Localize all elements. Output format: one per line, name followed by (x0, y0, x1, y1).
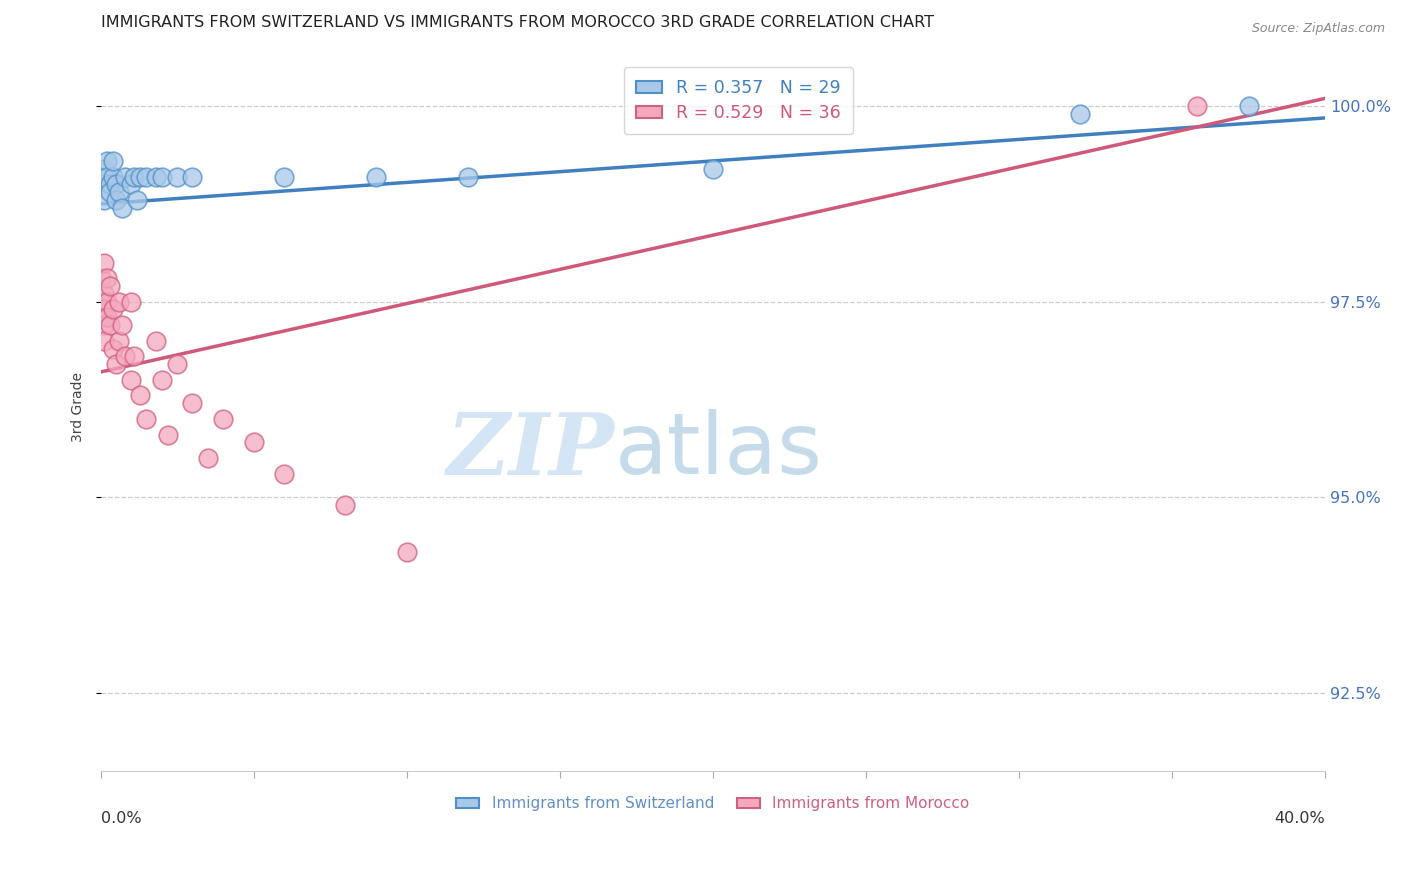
Point (108, 185, 131, 199)
Point (145, 169, 167, 184)
Point (98, 178, 121, 192)
Point (129, 388, 152, 402)
Point (93, 318, 115, 332)
Point (96, 169, 118, 184)
Text: 40.0%: 40.0% (1274, 811, 1324, 826)
Point (135, 412, 157, 426)
Point (242, 435, 264, 450)
Point (150, 169, 173, 184)
Point (181, 169, 204, 184)
Point (101, 342, 124, 356)
Point (111, 318, 134, 332)
Point (122, 169, 145, 184)
Point (96, 310, 118, 325)
Text: atlas: atlas (614, 409, 823, 492)
Point (212, 412, 235, 426)
Point (111, 201, 134, 215)
Point (93, 161, 115, 176)
Point (166, 169, 188, 184)
Point (96, 271, 118, 285)
Point (120, 294, 142, 309)
Point (93, 193, 115, 207)
Point (98, 279, 121, 293)
Point (702, 161, 724, 176)
Point (93, 286, 115, 301)
Point (273, 169, 295, 184)
Point (96, 294, 118, 309)
Point (93, 334, 115, 348)
Point (98, 318, 121, 332)
Text: ZIP: ZIP (447, 409, 614, 492)
Point (197, 450, 219, 465)
Point (101, 169, 124, 184)
Point (89, 271, 111, 285)
Point (108, 294, 131, 309)
Point (98, 185, 121, 199)
Point (120, 373, 142, 387)
Point (93, 302, 115, 317)
Point (335, 498, 357, 512)
Point (89, 294, 111, 309)
Point (129, 169, 152, 184)
Point (127, 193, 149, 207)
Point (166, 357, 188, 371)
Point (104, 178, 127, 192)
Point (1237, 99, 1260, 113)
Y-axis label: 3rd Grade: 3rd Grade (72, 372, 86, 442)
Point (1069, 107, 1091, 121)
Point (96, 153, 118, 168)
Point (93, 255, 115, 269)
Point (457, 169, 479, 184)
Point (364, 169, 387, 184)
Point (101, 153, 124, 168)
Point (150, 373, 173, 387)
Point (101, 302, 124, 317)
Point (89, 178, 111, 192)
Point (114, 169, 136, 184)
Point (114, 350, 136, 364)
Point (181, 396, 204, 410)
Point (135, 169, 157, 184)
Text: 0.0%: 0.0% (100, 811, 141, 826)
Point (145, 334, 167, 348)
Point (273, 467, 295, 481)
Point (1185, 99, 1208, 113)
Legend: Immigrants from Switzerland, Immigrants from Morocco: Immigrants from Switzerland, Immigrants … (450, 790, 976, 818)
Point (156, 427, 179, 442)
Point (395, 545, 418, 559)
Point (120, 178, 142, 192)
Point (122, 350, 145, 364)
Point (104, 193, 127, 207)
Point (104, 357, 127, 371)
Point (108, 334, 131, 348)
Text: Source: ZipAtlas.com: Source: ZipAtlas.com (1251, 22, 1385, 36)
Text: IMMIGRANTS FROM SWITZERLAND VS IMMIGRANTS FROM MOROCCO 3RD GRADE CORRELATION CHA: IMMIGRANTS FROM SWITZERLAND VS IMMIGRANT… (100, 15, 934, 30)
